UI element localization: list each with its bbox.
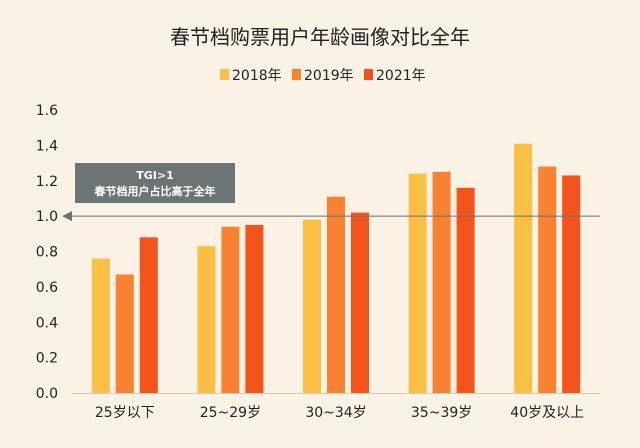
bar [408, 173, 427, 393]
annotation-line2: 春节档用户占比高于全年 [95, 184, 216, 198]
legend-swatch [364, 69, 373, 80]
bar [538, 166, 557, 393]
bar [91, 258, 110, 393]
y-tick-label: 0.6 [36, 280, 58, 296]
x-tick-label: 35~39岁 [411, 405, 472, 421]
bar [197, 246, 216, 393]
x-tick-label: 30~34岁 [305, 405, 366, 421]
annotation-box: TGI>1 春节档用户占比高于全年 [75, 163, 235, 203]
bars [91, 143, 581, 393]
y-tick-label: 1.2 [36, 174, 58, 190]
bar [221, 226, 240, 393]
bar [303, 219, 321, 393]
x-tick-label: 25岁以下 [95, 405, 155, 421]
bar [514, 143, 533, 393]
y-tick-label: 0.8 [36, 245, 58, 261]
annotation-background [75, 163, 235, 203]
y-tick-label: 0.2 [36, 351, 58, 367]
legend-swatch [292, 69, 301, 80]
bar [351, 212, 369, 393]
legend-label: 2021年 [376, 68, 426, 84]
y-tick-label: 1.6 [36, 103, 58, 119]
bar [245, 224, 264, 393]
bar [115, 274, 134, 393]
bar [456, 187, 475, 393]
bar [562, 175, 581, 393]
y-tick-label: 0.0 [36, 386, 58, 402]
bar [432, 171, 451, 393]
y-tick-label: 1.0 [36, 209, 58, 225]
bar [327, 196, 345, 393]
legend-swatch [220, 69, 229, 80]
legend-label: 2019年 [304, 68, 354, 84]
y-axis: 0.0 0.2 0.4 0.6 0.8 1.0 1.2 1.4 1.6 [36, 103, 58, 402]
chart-title: 春节档购票用户年龄画像对比全年 [170, 25, 470, 49]
x-axis: 25岁以下 25~29岁 30~34岁 35~39岁 40岁及以上 [72, 393, 600, 421]
legend-label: 2018年 [232, 68, 282, 84]
reference-arrow-icon [62, 211, 72, 222]
annotation-line1: TGI>1 [136, 169, 174, 182]
bar [139, 237, 158, 393]
x-tick-label: 40岁及以上 [510, 405, 584, 421]
y-tick-label: 1.4 [36, 138, 58, 154]
reference-line [62, 211, 600, 222]
y-tick-label: 0.4 [36, 315, 58, 331]
legend: 2018年 2019年 2021年 [220, 68, 426, 84]
x-tick-label: 25~29岁 [200, 405, 261, 421]
